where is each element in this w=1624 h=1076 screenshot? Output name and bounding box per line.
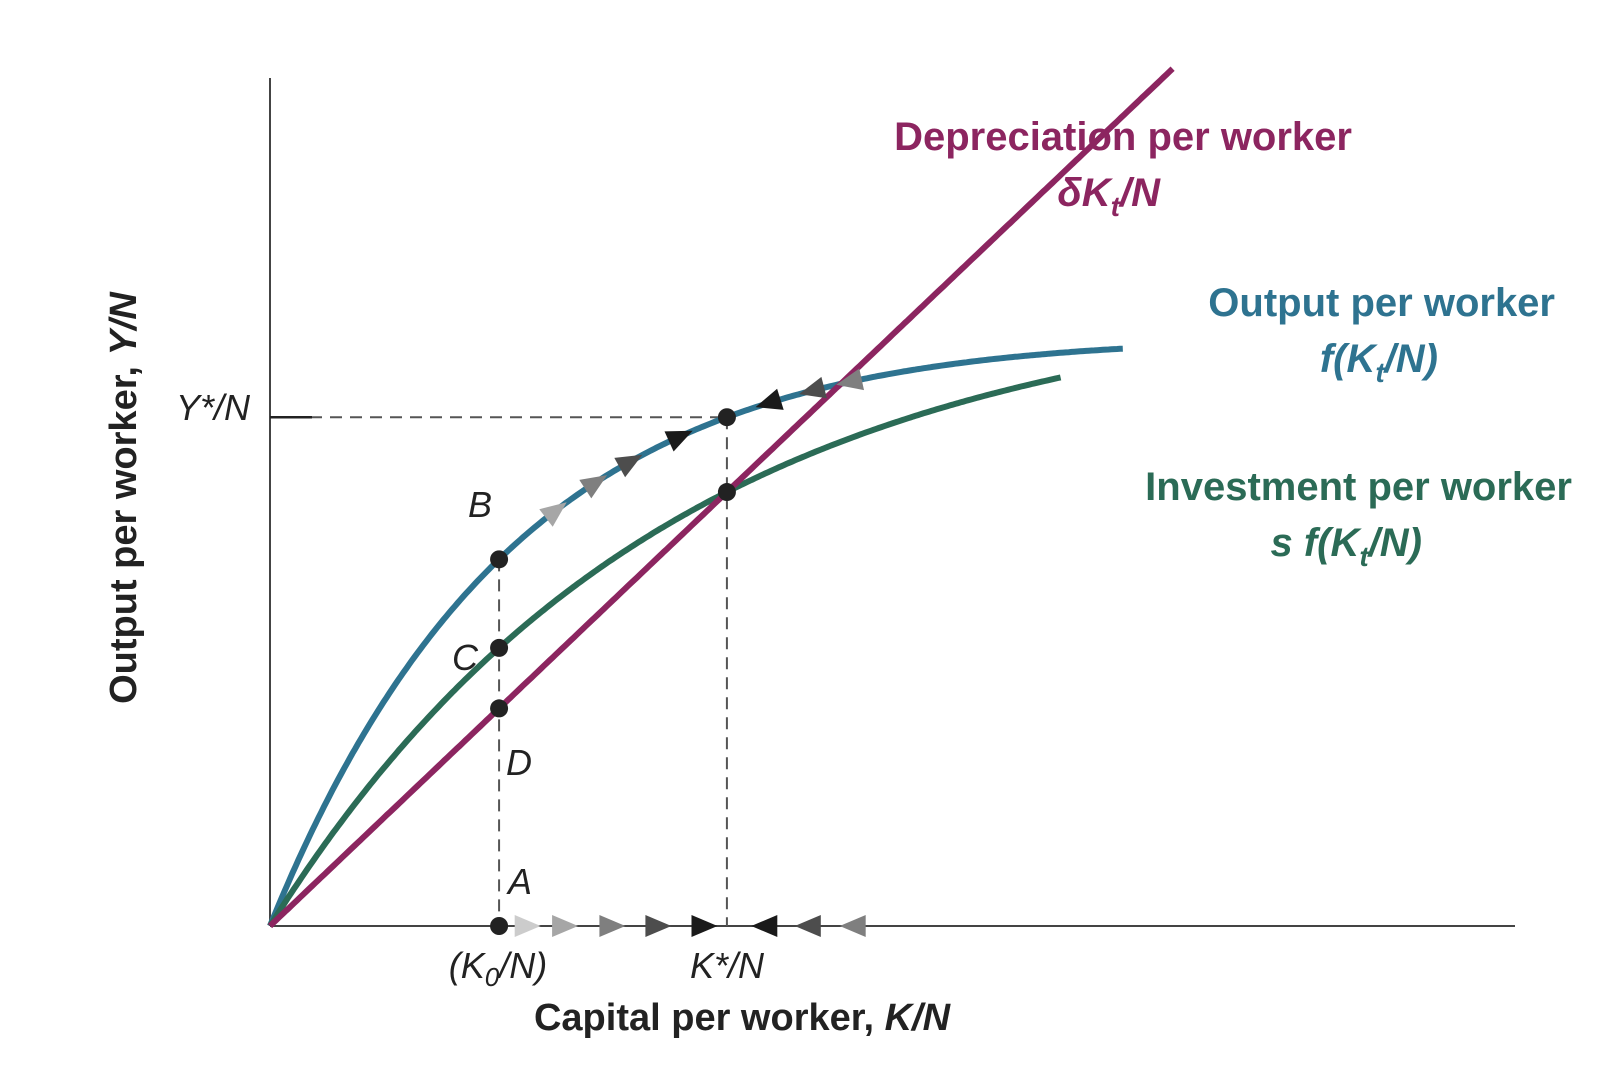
- output-formula: f(Kt/N): [1320, 337, 1438, 388]
- axis-arrow-right: [645, 915, 672, 937]
- y-axis-title: Output per worker, Y/N: [103, 291, 145, 704]
- axis-arrow-left: [839, 915, 866, 937]
- curve-arrow-left: [799, 376, 827, 399]
- ystar-tick-label: Y*/N: [176, 387, 251, 428]
- point-steady-state: [717, 483, 736, 502]
- k0-tick-label: (K0/N): [449, 945, 547, 992]
- curve-arrow-right: [614, 454, 643, 478]
- curve-arrow-right: [539, 502, 567, 527]
- investment-formula: s f(Kt/N): [1270, 521, 1422, 572]
- investment-label: Investment per worker: [1145, 465, 1572, 509]
- point-c: [490, 638, 509, 657]
- output-curve: [267, 345, 1123, 928]
- direction-arrows: [514, 368, 866, 937]
- curve-arrow-left: [836, 368, 864, 391]
- axis-arrow-right: [691, 915, 718, 937]
- point-steady-output: [717, 408, 736, 427]
- point-label-b: B: [468, 484, 492, 525]
- curve-arrow-right: [664, 430, 693, 452]
- depreciation-legend: Depreciation per worker δKt/N: [894, 115, 1352, 222]
- point-a: [490, 917, 509, 935]
- point-b: [490, 550, 509, 569]
- axis-arrow-left: [794, 915, 821, 937]
- point-d: [490, 699, 509, 718]
- point-label-a: A: [506, 861, 532, 902]
- point-label-c: C: [452, 637, 479, 678]
- guide-lines: [270, 415, 728, 926]
- axis-arrow-left: [751, 915, 778, 937]
- investment-legend: Investment per worker s f(Kt/N): [1145, 465, 1572, 572]
- axes: [269, 78, 1515, 927]
- depreciation-formula: δKt/N: [1057, 171, 1161, 222]
- output-label: Output per worker: [1208, 281, 1555, 325]
- curve-arrow-right: [579, 475, 608, 499]
- axis-arrow-right: [552, 915, 579, 937]
- curve-arrow-left: [755, 388, 784, 410]
- investment-curve: [267, 374, 1062, 928]
- output-legend: Output per worker f(Kt/N): [1208, 281, 1555, 388]
- depreciation-label: Depreciation per worker: [894, 115, 1352, 159]
- points: [490, 408, 736, 935]
- point-label-d: D: [506, 742, 532, 783]
- x-axis-title: Capital per worker, K/N: [534, 997, 952, 1039]
- axis-arrow-right: [514, 915, 541, 937]
- axis-arrow-right: [599, 915, 626, 937]
- kstar-tick-label: K*/N: [690, 945, 765, 986]
